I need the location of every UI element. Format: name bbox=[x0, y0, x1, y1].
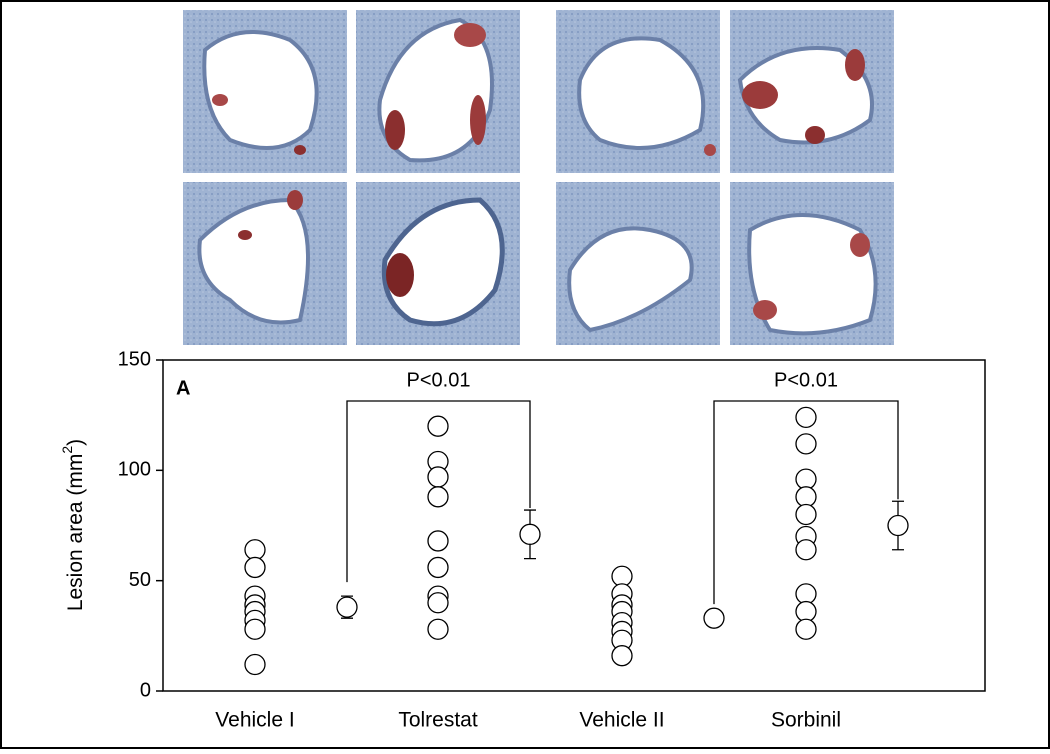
x-tick-label: Sorbinil bbox=[771, 709, 841, 732]
data-point bbox=[795, 468, 817, 490]
x-tick-label: Vehicle I bbox=[215, 709, 294, 732]
y-tick-label: 0 bbox=[140, 679, 151, 701]
mean-point bbox=[887, 514, 909, 537]
plot-area bbox=[162, 359, 986, 692]
data-point bbox=[427, 592, 449, 614]
image bbox=[556, 10, 720, 173]
y-tick-label: 50 bbox=[129, 569, 151, 591]
data-point bbox=[427, 415, 449, 437]
significance-bracket bbox=[346, 400, 531, 583]
data-point bbox=[611, 645, 633, 667]
image bbox=[730, 10, 894, 173]
data-point bbox=[795, 503, 817, 526]
significance-label: P<0.01 bbox=[407, 369, 471, 391]
x-tick-label: Vehicle II bbox=[579, 709, 664, 732]
image bbox=[556, 182, 720, 345]
y-label-text: Lesion area (mm bbox=[64, 454, 87, 612]
y-label-suffix: ) bbox=[64, 439, 87, 446]
data-point bbox=[795, 600, 817, 623]
mean-point bbox=[336, 596, 358, 618]
data-point bbox=[795, 433, 817, 455]
histology-images bbox=[183, 10, 894, 345]
y-axis-label: Lesion area (mm2) bbox=[59, 439, 87, 611]
significance-bracket bbox=[713, 400, 899, 605]
data-point bbox=[611, 565, 633, 587]
x-tick-label: Tolrestat bbox=[398, 709, 478, 732]
image bbox=[356, 10, 520, 173]
y-tick-label: 150 bbox=[118, 348, 151, 370]
mean-point bbox=[519, 523, 541, 545]
data-point bbox=[427, 466, 449, 488]
data-point bbox=[795, 486, 817, 508]
data-point bbox=[795, 618, 817, 640]
data-point bbox=[427, 530, 449, 552]
data-point bbox=[427, 486, 449, 508]
data-point bbox=[795, 539, 817, 561]
image bbox=[356, 182, 520, 345]
panel-label: A bbox=[176, 377, 190, 399]
data-point bbox=[244, 618, 266, 640]
data-point bbox=[244, 653, 266, 676]
y-label-superscript: 2 bbox=[59, 446, 75, 454]
data-point bbox=[795, 406, 817, 429]
image bbox=[730, 182, 894, 345]
data-point bbox=[427, 618, 449, 640]
image bbox=[183, 10, 347, 173]
data-point bbox=[244, 539, 266, 561]
significance-label: P<0.01 bbox=[774, 369, 838, 391]
data-point bbox=[244, 556, 266, 579]
image bbox=[183, 182, 347, 345]
y-tick-label: 100 bbox=[118, 459, 151, 481]
mean-point bbox=[703, 607, 725, 629]
data-point bbox=[427, 556, 449, 579]
data-point bbox=[795, 583, 817, 605]
